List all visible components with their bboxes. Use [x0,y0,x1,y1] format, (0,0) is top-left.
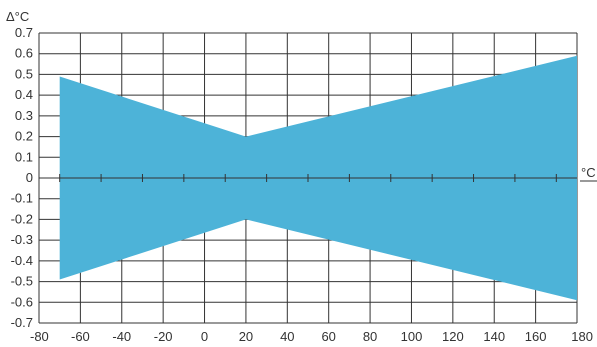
y-tick-label: 0.6 [15,46,33,61]
x-tick-labels: -80 -60 -40 -20 0 20 40 60 80 100 120 140 160 180 [30,329,593,344]
x-tick-label: 20 [239,329,253,344]
y-tick-label: -0.4 [11,253,33,268]
zero-axis [59,174,577,182]
y-tick-label: 0 [26,170,33,185]
x-tick-label: -40 [112,329,131,344]
y-tick-label: 0.1 [15,149,33,164]
y-tick-label: 0.4 [15,87,33,102]
y-tick-label: 0.3 [15,108,33,123]
x-tick-label: 40 [280,329,294,344]
x-tick-label: 100 [401,329,423,344]
x-tick-label: 0 [201,329,208,344]
x-tick-label: 60 [321,329,335,344]
x-tick-label: -20 [154,329,173,344]
y-tick-label: 0.5 [15,66,33,81]
x-tick-label: 120 [442,329,464,344]
y-tick-label: -0.6 [11,294,33,309]
y-tick-labels: 0.7 0.6 0.5 0.4 0.3 0.2 0.1 0 -0.1 -0.2 -0.3 -0.4 -0… [11,25,33,330]
y-tick-label: -0.7 [11,315,33,330]
x-tick-label: 180 [571,329,593,344]
y-tick-label: -0.5 [11,274,33,289]
x-axis-label: °C [581,165,596,180]
y-tick-label: -0.2 [11,211,33,226]
x-tick-label: -60 [71,329,90,344]
y-tick-label: -0.1 [11,191,33,206]
y-tick-label: -0.3 [11,232,33,247]
y-tick-label: 0.2 [15,129,33,144]
y-tick-label: 0.7 [15,25,33,40]
x-tick-label: 140 [483,329,505,344]
x-tick-label: 160 [525,329,547,344]
y-axis-label: Δ°C [6,9,29,24]
x-tick-label: 80 [363,329,377,344]
x-tick-label: -80 [30,329,49,344]
